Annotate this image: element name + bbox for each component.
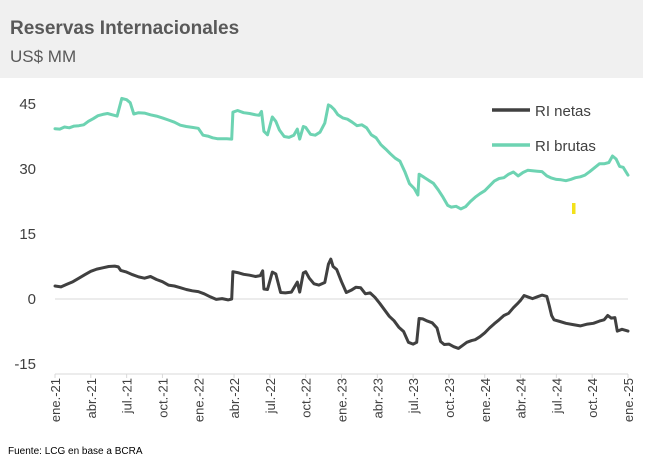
y-tick-label: 0 xyxy=(28,291,36,308)
legend-label-ri-netas: RI netas xyxy=(535,103,591,120)
y-tick-label: -15 xyxy=(14,356,36,373)
x-tick-label: ene.-24 xyxy=(478,378,493,422)
x-tick-label: ene.-22 xyxy=(191,378,206,422)
x-tick-label: ene.-21 xyxy=(48,378,63,422)
x-tick-label: abr.-21 xyxy=(84,378,99,418)
x-tick-label: jul.-24 xyxy=(549,378,564,414)
x-tick-label: jul.-23 xyxy=(406,378,421,414)
x-tick-label: oct.-22 xyxy=(299,378,314,418)
y-tick-label: 45 xyxy=(19,96,36,113)
chart-units-subtitle: US$ MM xyxy=(10,47,77,66)
x-tick-label: ene.-25 xyxy=(621,378,636,422)
source-note: Fuente: LCG en base a BCRA xyxy=(8,446,143,457)
series-line-ri-brutas xyxy=(53,96,630,211)
x-tick-label: oct.-23 xyxy=(442,378,457,418)
yellow-marker xyxy=(572,203,576,214)
x-tick-label: oct.-24 xyxy=(585,378,600,418)
x-tick-label: ene.-23 xyxy=(335,378,350,422)
y-tick-label: 30 xyxy=(19,161,36,178)
chart-header-band xyxy=(0,0,643,78)
x-tick-label: jul.-21 xyxy=(120,378,135,414)
legend-label-ri-brutas: RI brutas xyxy=(535,138,596,155)
x-tick-label: oct.-21 xyxy=(155,378,170,418)
x-tick-label: abr.-24 xyxy=(514,378,529,418)
x-tick-label: abr.-23 xyxy=(370,378,385,418)
y-tick-label: 15 xyxy=(19,226,36,243)
series-line-ri-netas xyxy=(53,257,630,350)
x-tick-label: abr.-22 xyxy=(227,378,242,418)
x-tick-label: jul.-22 xyxy=(263,378,278,414)
chart-title: Reservas Internacionales xyxy=(10,18,240,39)
